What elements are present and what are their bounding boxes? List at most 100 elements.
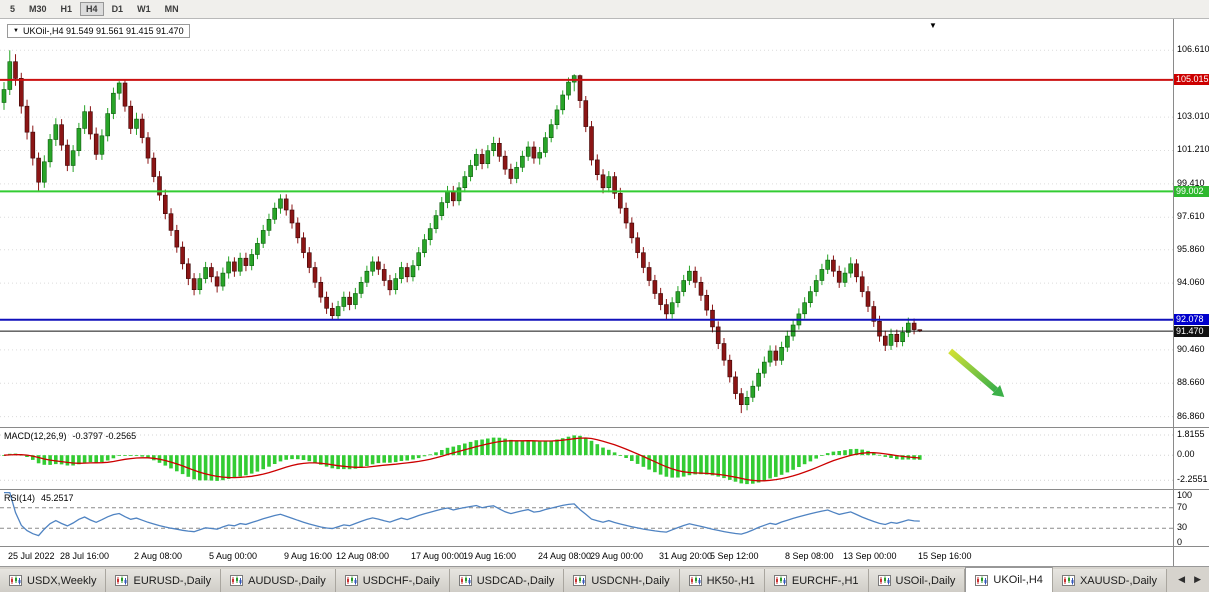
chart-tab-label: HK50-,H1 — [706, 574, 755, 587]
chart-tab-label: USOil-,Daily — [895, 574, 956, 587]
timeframe-button-5[interactable]: 5 — [10, 4, 16, 14]
rsi-axis[interactable]: 100 70 30 0 — [1173, 490, 1209, 548]
chart-tab-label: USDCHF-,Daily — [362, 574, 440, 587]
time-tick-label: 29 Aug 00:00 — [590, 551, 644, 561]
rsi-tick-label: 70 — [1177, 501, 1188, 512]
chart-title: UKOil-,H4 91.549 91.561 91.415 91.470 — [22, 26, 184, 36]
price-badge: 99.002 — [1174, 185, 1209, 197]
time-tick-label: 9 Aug 16:00 — [284, 551, 333, 561]
price-tick-label: 95.860 — [1177, 243, 1205, 254]
rsi-tick-label: 0 — [1177, 537, 1183, 548]
chart-tab-label: EURUSD-,Daily — [133, 574, 212, 587]
chart-icon — [230, 575, 244, 586]
chart-tab-bar: USDX,Weekly EURUSD-,Daily AUDUSD-,Daily USD… — [0, 566, 1209, 592]
rsi-indicator-chart[interactable] — [0, 490, 1173, 546]
price-axis[interactable]: 106.610 103.010 101.210 99.410 97.610 95.860 9… — [1173, 19, 1209, 427]
price-tick-label: 97.610 — [1177, 211, 1205, 222]
chart-tab-hk50-h1[interactable]: HK50-,H1 — [679, 569, 765, 592]
price-badge: 91.470 — [1174, 325, 1209, 337]
price-chart-panel: ▼ UKOil-,H4 91.549 91.561 91.415 91.470 … — [0, 19, 1209, 427]
chart-tab-label: AUDUSD-,Daily — [248, 574, 326, 587]
timeframe-button-m30[interactable]: M30 — [29, 4, 47, 14]
rsi-header: RSI(14) 45.2517 — [4, 493, 74, 503]
time-tick-label: 8 Sep 08:00 — [785, 551, 834, 561]
time-tick-label: 28 Jul 16:00 — [60, 551, 110, 561]
time-tick-label: 13 Sep 00:00 — [843, 551, 897, 561]
timeframe-button-mn[interactable]: MN — [164, 4, 179, 14]
chart-tab-label: USDCAD-,Daily — [476, 574, 555, 587]
timeframe-toolbar: 5 M30 H1 H4 D1 W1 MN — [0, 0, 1209, 19]
chart-tab-usdcad-daily[interactable]: USDCAD-,Daily — [449, 569, 565, 592]
chart-tab-usoil-daily[interactable]: USOil-,Daily — [868, 569, 966, 592]
chart-tab-label: USDCNH-,Daily — [591, 574, 670, 587]
chart-icon — [115, 575, 129, 586]
macd-tick-label: -2.2551 — [1177, 474, 1208, 485]
chart-tab-usdcnh-daily[interactable]: USDCNH-,Daily — [564, 569, 680, 592]
price-tick-label: 86.860 — [1177, 410, 1205, 421]
chart-icon — [344, 575, 358, 586]
time-tick-label: 15 Sep 16:00 — [918, 551, 972, 561]
time-tick-label: 12 Aug 08:00 — [336, 551, 390, 561]
macd-axis[interactable]: 1.8155 0.00 -2.2551 — [1173, 428, 1209, 489]
timeframe-button-h4[interactable]: H4 — [80, 2, 104, 16]
time-axis-corner — [1173, 547, 1209, 566]
chart-tab-ukoil-h4[interactable]: UKOil-,H4 — [965, 567, 1053, 592]
chart-icon — [975, 574, 989, 586]
chart-tab-label: XAUUSD-,Daily — [1079, 574, 1157, 587]
chart-tab-eurusd-daily[interactable]: EURUSD-,Daily — [106, 569, 222, 592]
chart-icon — [1061, 575, 1075, 586]
chart-title-box[interactable]: ▼ UKOil-,H4 91.549 91.561 91.415 91.470 — [7, 24, 190, 38]
chart-tab-usdchf-daily[interactable]: USDCHF-,Daily — [335, 569, 450, 592]
rsi-value: 45.2517 — [41, 493, 74, 503]
tab-scroll-left-icon[interactable]: ◀ — [1178, 574, 1186, 584]
chart-tab-usdx-weekly[interactable]: USDX,Weekly — [0, 569, 107, 592]
rsi-tick-label: 100 — [1177, 490, 1193, 500]
price-tick-label: 99.410 — [1177, 177, 1205, 188]
price-tick-label: 90.460 — [1177, 343, 1205, 354]
chart-icon — [9, 575, 22, 586]
rsi-tick-label: 30 — [1177, 522, 1188, 533]
timeframe-button-w1[interactable]: W1 — [137, 4, 151, 14]
macd-tick-label: 0.00 — [1177, 449, 1195, 460]
time-tick-label: 17 Aug 00:00 — [411, 551, 465, 561]
chart-icon — [573, 575, 587, 586]
timeframe-button-d1[interactable]: D1 — [111, 4, 124, 14]
macd-header: MACD(12,26,9) -0.3797 -0.2565 — [4, 431, 136, 441]
price-badge: 92.078 — [1174, 314, 1209, 326]
macd-indicator-chart[interactable] — [0, 428, 1173, 489]
price-tick-label: 88.660 — [1177, 377, 1205, 388]
price-tick-label: 106.610 — [1177, 44, 1209, 55]
time-axis[interactable]: 25 Jul 2022 28 Jul 16:00 2 Aug 08:00 5 Aug … — [0, 546, 1209, 566]
time-tick-label: 2 Aug 08:00 — [134, 551, 183, 561]
tab-scroll-right-icon[interactable]: ▶ — [1194, 574, 1201, 584]
chart-tab-audusd-daily[interactable]: AUDUSD-,Daily — [221, 569, 336, 592]
chart-tabs: USDX,Weekly EURUSD-,Daily AUDUSD-,Daily USD… — [0, 567, 1167, 592]
time-tick-label: 5 Aug 00:00 — [209, 551, 258, 561]
rsi-label: RSI(14) — [4, 493, 36, 503]
chart-icon — [773, 575, 787, 586]
rsi-panel: RSI(14) 45.2517 100 70 30 0 — [0, 489, 1209, 548]
chart-tab-eurchf-h1[interactable]: EURCHF-,H1 — [764, 569, 869, 592]
chart-icon — [877, 575, 891, 586]
chart-icon — [688, 575, 702, 586]
tab-scroll-controls: ◀ ▶ — [1170, 567, 1209, 592]
time-tick-label: 31 Aug 20:00 — [659, 551, 713, 561]
chart-icon — [458, 575, 472, 586]
candlestick-chart[interactable] — [0, 19, 1173, 427]
price-tick-label: 103.010 — [1177, 111, 1209, 122]
chart-shift-marker-icon[interactable]: ▼ — [929, 21, 937, 30]
macd-tick-label: 1.8155 — [1177, 429, 1205, 440]
chart-tab-xauusd-daily[interactable]: XAUUSD-,Daily — [1052, 569, 1167, 592]
price-tick-label: 101.210 — [1177, 144, 1209, 155]
price-badge: 105.015 — [1174, 74, 1209, 86]
time-tick-label: 24 Aug 08:00 — [538, 551, 592, 561]
time-tick-label: 25 Jul 2022 — [8, 551, 55, 561]
macd-panel: MACD(12,26,9) -0.3797 -0.2565 1.8155 0.00… — [0, 427, 1209, 489]
macd-label: MACD(12,26,9) — [4, 431, 67, 441]
macd-values: -0.3797 -0.2565 — [72, 431, 137, 441]
collapse-icon[interactable]: ▼ — [13, 28, 19, 34]
timeframe-button-h1[interactable]: H1 — [60, 4, 73, 14]
chart-tab-label: USDX,Weekly — [27, 574, 97, 587]
time-tick-label: 19 Aug 16:00 — [463, 551, 517, 561]
